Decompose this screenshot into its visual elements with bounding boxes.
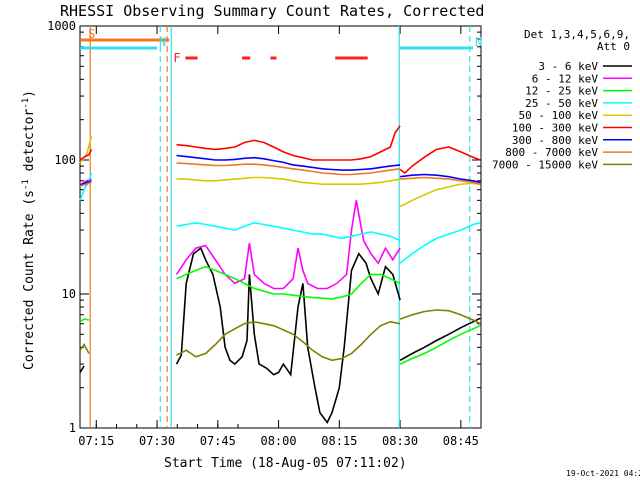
x-tick-label: 07:15 (78, 434, 114, 448)
series-line-6 (399, 146, 481, 175)
y-tick-label: 1 (69, 421, 76, 435)
series-line-2 (175, 200, 401, 290)
flag-label-n: N (159, 35, 166, 49)
series-line-8 (79, 181, 92, 187)
legend-header-detectors: Det 1,3,4,5,6,9, (524, 28, 630, 41)
series-line-7 (176, 154, 401, 171)
legend-label: 3 - 6 keV (538, 60, 598, 73)
data-series (79, 125, 481, 425)
y-tick-label: 1000 (47, 19, 76, 33)
series-line-4 (399, 222, 481, 264)
series-line-9 (176, 320, 401, 362)
y-tick-label: 100 (54, 153, 76, 167)
legend-label: 50 - 100 keV (519, 109, 599, 122)
series-line-1 (175, 246, 401, 425)
series-line-6 (176, 125, 401, 161)
flag-label-s: S (88, 27, 95, 41)
legend-label: 12 - 25 keV (525, 85, 598, 98)
series-line-1 (399, 317, 481, 361)
legend-label: 100 - 300 keV (512, 122, 598, 135)
series-line-7 (79, 180, 92, 186)
x-tick-label: 07:45 (200, 434, 236, 448)
legend-label: 25 - 50 keV (525, 97, 598, 110)
x-tick-label: 08:15 (321, 434, 357, 448)
x-tick-label: 07:30 (139, 434, 175, 448)
plot-frame (79, 25, 482, 429)
generated-timestamp: 19-Oct-2021 04:28 (566, 469, 640, 478)
mode-boundary-lines (89, 26, 471, 428)
flag-label-f: F (173, 51, 180, 65)
legend-label: 6 - 12 keV (532, 72, 599, 85)
mode-flags: SN NF (80, 27, 482, 65)
series-line-6 (79, 149, 93, 161)
legend-label: 7000 - 15000 keV (492, 158, 598, 171)
y-tick-label: 10 (62, 287, 76, 301)
series-line-4 (79, 172, 93, 201)
series-line-4 (176, 221, 401, 242)
legend-label: 800 - 7000 keV (505, 146, 598, 159)
x-tick-label: 08:00 (260, 434, 296, 448)
series-line-3 (399, 324, 481, 365)
series-line-1 (79, 365, 85, 373)
flag-label-n: N (475, 35, 482, 49)
x-axis-label: Start Time (18-Aug-05 07:11:02) (164, 456, 407, 471)
series-line-8 (400, 176, 481, 185)
series-line-5 (399, 182, 481, 208)
x-tick-label: 08:45 (443, 434, 479, 448)
chart-title: RHESSI Observing Summary Count Rates, Co… (60, 2, 484, 20)
series-line-3 (176, 265, 401, 300)
series-line-9 (399, 309, 481, 325)
legend-label: 300 - 800 keV (512, 134, 598, 147)
series-line-8 (176, 162, 401, 176)
series-line-7 (400, 173, 481, 184)
series-line-5 (176, 176, 401, 185)
series-line-9 (79, 342, 90, 354)
series-line-3 (79, 318, 90, 323)
axis-ticks: 07:15 07:30 07:45 08:00 08:15 08:30 08:45 1 10 10… (47, 19, 481, 448)
legend-header-attenuator: Att 0 (597, 40, 630, 53)
y-axis-label: Corrected Count Rate (s-1 detector-1) (21, 90, 37, 370)
x-tick-label: 08:30 (382, 434, 418, 448)
series-line-5 (79, 136, 93, 164)
